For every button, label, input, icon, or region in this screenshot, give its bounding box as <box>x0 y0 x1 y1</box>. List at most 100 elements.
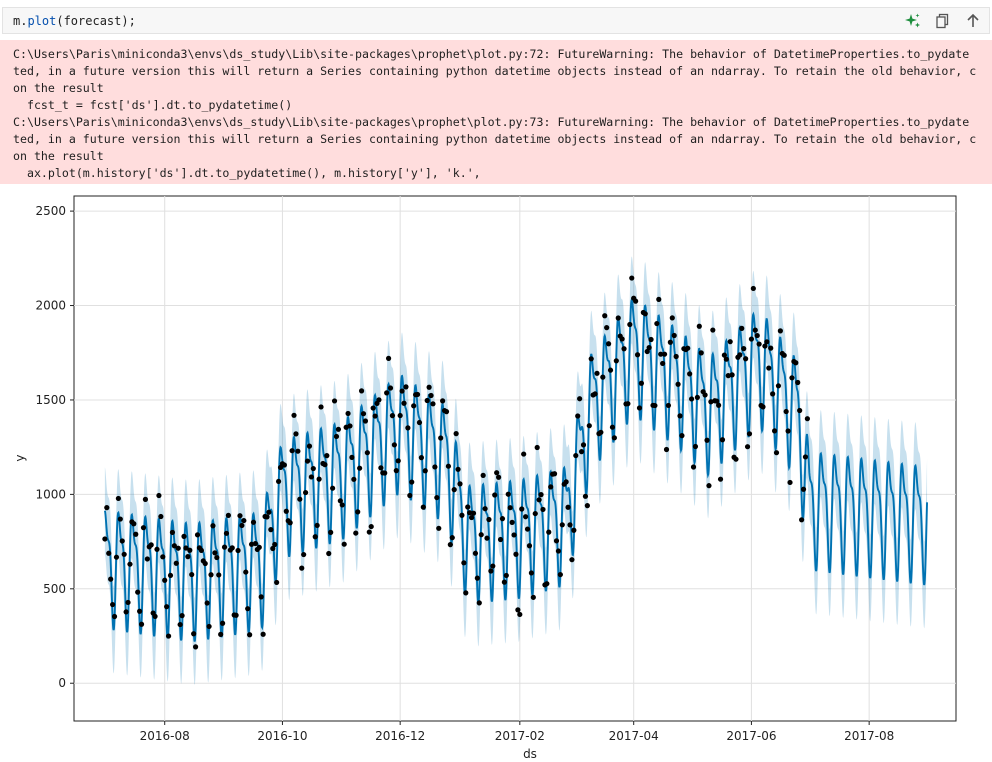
history-point <box>663 446 670 453</box>
history-point <box>638 380 645 386</box>
history-point <box>304 458 311 464</box>
history-point <box>237 513 243 519</box>
history-point <box>333 433 340 440</box>
history-point <box>414 391 421 398</box>
history-point <box>578 449 585 455</box>
history-point <box>337 498 343 504</box>
history-point <box>420 504 426 510</box>
history-point <box>557 571 563 578</box>
history-point <box>523 514 529 520</box>
history-point <box>609 424 616 430</box>
history-point <box>482 506 488 512</box>
history-point <box>397 412 403 419</box>
code-cell[interactable]: m.plot(forecast); <box>2 7 990 34</box>
history-point <box>117 516 123 522</box>
code-var: m. <box>13 14 28 28</box>
history-point <box>654 320 660 327</box>
history-point <box>580 442 587 448</box>
history-point <box>492 492 498 498</box>
copy-icon[interactable] <box>933 11 953 31</box>
history-point <box>357 465 363 471</box>
history-point <box>607 367 614 373</box>
history-point <box>204 600 210 606</box>
history-point <box>756 341 762 347</box>
history-point <box>306 443 313 449</box>
history-point <box>158 513 164 520</box>
history-point <box>235 547 241 554</box>
history-point <box>206 623 212 630</box>
history-point <box>526 543 533 549</box>
history-point <box>472 550 479 556</box>
code-line[interactable]: m.plot(forecast); <box>13 14 136 28</box>
forecast-series-line <box>103 297 928 642</box>
history-point <box>322 462 328 468</box>
history-point <box>162 577 168 583</box>
history-point <box>629 275 635 281</box>
history-point <box>766 365 772 371</box>
history-point <box>156 492 162 499</box>
history-point <box>275 478 282 485</box>
history-point <box>671 332 677 339</box>
history-point <box>411 403 417 409</box>
history-point <box>793 360 799 366</box>
history-point <box>563 479 569 485</box>
history-point <box>266 509 272 515</box>
history-point <box>652 402 658 409</box>
history-point <box>385 355 392 361</box>
history-point <box>577 396 583 402</box>
history-point <box>102 536 108 542</box>
history-point <box>443 409 450 415</box>
x-axis: 2016-08 2016-10 2016-12 2017-02 2017-04 2017-… <box>140 721 894 743</box>
history-point <box>167 572 174 579</box>
history-point <box>125 599 131 606</box>
history-points <box>102 275 810 650</box>
stderr-output: C:\Users\Paris\miniconda3\envs\ds_study\… <box>0 40 992 184</box>
history-point <box>119 538 125 544</box>
history-point <box>748 336 755 342</box>
history-point <box>169 529 176 535</box>
history-point <box>111 613 118 620</box>
history-point <box>324 453 330 459</box>
history-point <box>582 493 589 499</box>
y-tick-label: 0 <box>58 676 66 690</box>
history-point <box>330 485 336 491</box>
arrow-up-icon[interactable] <box>963 11 983 31</box>
history-point <box>247 632 253 638</box>
warning-line: ted, in a future version this will retur… <box>13 132 977 146</box>
history-point <box>154 546 160 552</box>
history-point <box>339 502 345 508</box>
history-point <box>619 336 625 342</box>
history-point <box>528 570 535 576</box>
history-point <box>592 391 598 397</box>
x-tick-label: 2017-02 <box>495 729 545 743</box>
history-point <box>515 607 521 613</box>
history-point <box>353 530 359 536</box>
history-point <box>349 454 355 460</box>
history-point <box>104 505 110 511</box>
sparkle-icon[interactable] <box>903 11 923 31</box>
history-point <box>467 510 473 516</box>
history-point <box>368 523 374 530</box>
history-point <box>770 391 776 397</box>
history-point <box>656 296 662 302</box>
history-point <box>185 554 191 560</box>
history-point <box>335 426 342 432</box>
cell-toolbar <box>903 11 983 31</box>
history-point <box>773 450 780 456</box>
history-point <box>553 538 560 544</box>
history-point <box>604 325 610 331</box>
history-point <box>644 348 650 355</box>
history-point <box>218 631 224 637</box>
history-point <box>316 476 322 482</box>
history-point <box>754 332 760 339</box>
history-point <box>534 444 540 451</box>
history-point <box>221 544 228 550</box>
warning-line: ax.plot(m.history['ds'].dt.to_pydatetime… <box>26 166 481 180</box>
history-point <box>716 402 722 408</box>
history-point <box>274 579 280 586</box>
history-point <box>602 313 608 319</box>
history-point <box>679 433 685 439</box>
history-point <box>719 437 726 443</box>
history-point <box>486 516 492 523</box>
y-tick-label: 1500 <box>35 393 66 407</box>
